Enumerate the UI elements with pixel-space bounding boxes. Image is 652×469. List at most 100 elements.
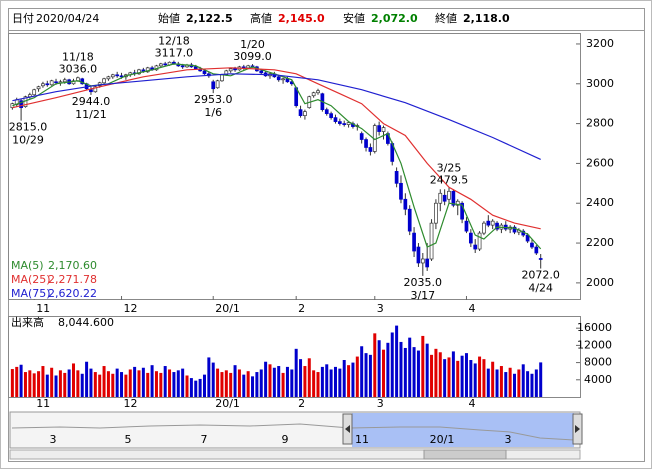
volume-bar: [229, 372, 233, 397]
x-tick-label: 12: [124, 397, 138, 410]
x-tick-label: 12: [124, 302, 138, 315]
volume-bar: [50, 367, 54, 397]
legend-value: 2,620.22: [48, 287, 97, 300]
handle-arrow: [575, 425, 580, 433]
volume-bar: [382, 349, 386, 397]
volume-bar: [19, 364, 23, 397]
y-tick-label: 3000: [586, 77, 614, 90]
candle-body: [394, 171, 399, 184]
candle-body: [163, 63, 168, 66]
volume-bar: [513, 373, 517, 397]
candle-body: [93, 86, 98, 93]
volume-bar: [198, 378, 202, 397]
candle-body: [464, 220, 469, 232]
navigator-window[interactable]: [352, 413, 574, 447]
volume-bar: [364, 353, 368, 397]
volume-bar: [333, 366, 337, 397]
y-tick-label: 2200: [586, 236, 614, 249]
candle-body: [228, 68, 233, 72]
volume-bar: [399, 341, 403, 397]
candle-body: [482, 222, 486, 234]
volume-bar: [259, 369, 263, 397]
volume-bar: [124, 374, 128, 397]
candle-body: [110, 74, 115, 78]
candle-body: [102, 78, 106, 84]
volume-bar: [251, 376, 255, 397]
volume-bar: [456, 360, 460, 397]
annotation-date: 3/25: [437, 161, 462, 174]
candle-body: [106, 76, 111, 80]
volume-bar: [272, 367, 276, 397]
volume-bar: [285, 366, 289, 397]
legend-name: MA(5): [11, 259, 44, 272]
volume-bar: [246, 371, 250, 397]
candle-body: [49, 80, 54, 86]
volume-bar: [111, 373, 115, 397]
candle-body: [180, 65, 185, 68]
volume-bar: [172, 372, 176, 397]
header-label: 始値: [158, 11, 180, 25]
annotation-date: 1/20: [240, 38, 265, 51]
volume-bar: [482, 359, 486, 397]
date: 2020/04/24: [36, 12, 99, 25]
volume-bar: [98, 374, 102, 397]
x-tick-label: 4: [468, 397, 475, 410]
header-value: 2,118.0: [463, 12, 510, 25]
volume-bar: [37, 371, 41, 397]
volume-bar: [329, 369, 333, 397]
candle-body: [62, 79, 67, 83]
date-label: 日付: [12, 12, 34, 25]
volume-bar: [80, 373, 84, 397]
volume-bar: [163, 366, 167, 397]
navigator-label: 3: [505, 433, 512, 446]
candle-body: [495, 222, 499, 230]
candle-body: [45, 83, 50, 86]
candle-body: [420, 258, 425, 264]
volume-bar: [412, 347, 416, 397]
volume-bar: [395, 325, 399, 397]
volume-bar: [220, 372, 224, 397]
annotation-price: 3036.0: [59, 63, 98, 76]
volume-bar: [316, 372, 320, 397]
legend: [9, 258, 99, 299]
volume-bar: [347, 365, 351, 397]
candle-body: [377, 125, 381, 132]
volume-bar: [386, 342, 390, 397]
volume-bar: [325, 364, 329, 397]
volume-bar: [377, 340, 381, 397]
candle-body: [468, 232, 473, 244]
x-tick-label: 3: [377, 302, 384, 315]
candle-body: [32, 89, 37, 96]
y-tick-label: 2800: [586, 117, 614, 130]
candle-body: [368, 147, 373, 152]
scrollbar[interactable]: [9, 449, 581, 460]
candle-body: [416, 246, 421, 264]
volume-bar: [15, 366, 19, 397]
volume-bar: [277, 366, 281, 397]
y-tick-label: 3200: [586, 37, 614, 50]
ma-line: [12, 63, 542, 250]
volume-bar: [530, 373, 534, 397]
volume-bar: [355, 356, 359, 397]
header-value: 2,145.0: [278, 12, 325, 25]
candle-body: [36, 86, 41, 90]
volume-bar: [294, 348, 298, 397]
volume-bar: [189, 378, 193, 397]
volume-bar: [141, 367, 145, 397]
volume-y-tick-label: 8000: [584, 356, 612, 369]
annotation-date: 1/6: [204, 106, 222, 119]
navigator-label: 11: [355, 433, 369, 446]
volume-bar: [211, 362, 215, 397]
scrollbar-thumb[interactable]: [423, 449, 507, 460]
header-value: 2,072.0: [371, 12, 418, 25]
annotation-price: 2035.0: [404, 276, 443, 289]
volume-bar: [342, 360, 346, 397]
candle-body: [403, 198, 408, 210]
volume-bar: [486, 368, 490, 397]
legend-name: MA(25): [11, 273, 51, 286]
annotation-date: 10/29: [12, 134, 44, 147]
volume-bar: [128, 369, 132, 397]
annotation-date: 3/17: [410, 289, 435, 302]
volume-bar: [451, 351, 455, 397]
